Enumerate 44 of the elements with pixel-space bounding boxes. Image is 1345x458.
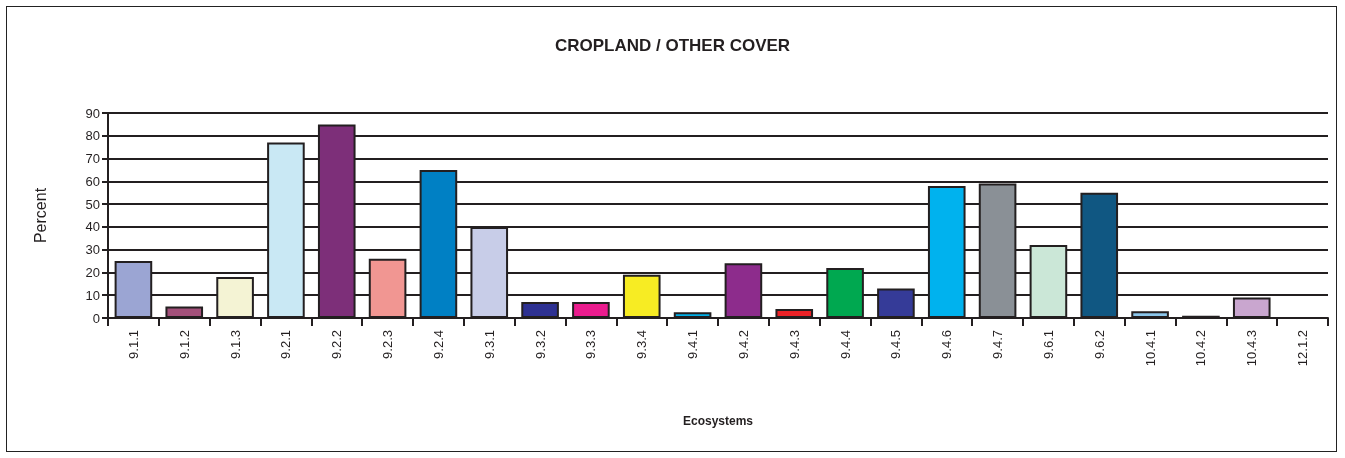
y-tick-label: 80: [85, 128, 100, 144]
bar: [673, 312, 712, 318]
x-tick-label: 9.1.2: [176, 330, 192, 359]
x-tick-label: 9.3.1: [481, 330, 497, 359]
chart-title: CROPLAND / OTHER COVER: [554, 36, 791, 55]
x-tick-label: 10.4.3: [1244, 330, 1260, 367]
y-tick-label: 10: [85, 287, 100, 303]
bar: [521, 302, 559, 318]
x-tick-label: 9.4.4: [837, 330, 853, 359]
x-tick-label: 9.3.3: [583, 330, 599, 359]
x-tick-label: 9.2.2: [329, 330, 345, 359]
x-tick-label: 9.4.6: [939, 330, 955, 359]
bar: [1232, 297, 1271, 318]
y-tick-label: 70: [85, 151, 100, 167]
x-tick-label: 12.1.2: [1295, 330, 1311, 367]
x-tick-label: 9.6.2: [1091, 330, 1107, 359]
bar: [165, 306, 204, 318]
x-tick-label: 9.2.3: [380, 330, 396, 359]
y-axis-title: Percent: [31, 187, 49, 244]
x-tick-label: 9.4.2: [735, 330, 751, 359]
y-tick-label: 60: [85, 173, 100, 189]
x-tick-label: 9.4.1: [685, 330, 701, 359]
y-tick-label: 20: [85, 264, 100, 280]
y-tick-label: 50: [85, 196, 100, 212]
x-tick-label: 10.4.2: [1193, 330, 1209, 367]
x-tick-label: 9.6.1: [1040, 330, 1056, 359]
y-tick-label: 0: [92, 310, 100, 326]
x-tick-label: 9.3.2: [532, 330, 548, 359]
x-tick-label: 10.4.1: [1142, 330, 1158, 367]
bar: [1131, 311, 1169, 318]
x-tick-label: 9.1.3: [227, 330, 243, 359]
y-tick-label: 90: [85, 105, 100, 121]
bar: [775, 308, 814, 318]
x-tick-label: 9.3.4: [634, 330, 650, 359]
x-tick-label: 9.4.5: [888, 330, 904, 359]
x-tick-label: 9.4.3: [786, 330, 802, 359]
y-tick-label: 40: [85, 219, 100, 235]
bar: [572, 302, 610, 318]
x-axis-title: Ecosystems: [682, 414, 754, 428]
x-tick-label: 9.1.1: [125, 330, 141, 359]
x-tick-label: 9.4.7: [990, 330, 1006, 359]
x-tick-label: 9.2.1: [278, 330, 294, 359]
x-tick-label: 9.2.4: [430, 330, 446, 359]
y-tick-label: 30: [85, 242, 100, 258]
